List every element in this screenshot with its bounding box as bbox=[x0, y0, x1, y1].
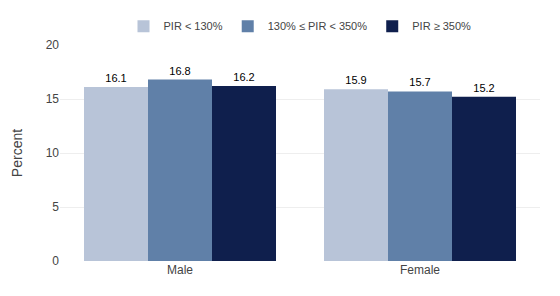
svg-text:10: 10 bbox=[46, 146, 60, 160]
svg-text:15: 15 bbox=[46, 92, 60, 106]
svg-text:16.2: 16.2 bbox=[233, 71, 254, 83]
svg-text:Male: Male bbox=[167, 263, 193, 277]
svg-text:15.9: 15.9 bbox=[345, 74, 366, 86]
svg-text:PIR ≥ 350%: PIR ≥ 350% bbox=[412, 20, 471, 32]
svg-text:15.7: 15.7 bbox=[409, 76, 430, 88]
svg-text:20: 20 bbox=[46, 38, 60, 52]
svg-text:PIR < 130%: PIR < 130% bbox=[164, 20, 223, 32]
svg-text:5: 5 bbox=[52, 200, 59, 214]
svg-text:130% ≤ PIR < 350%: 130% ≤ PIR < 350% bbox=[268, 20, 368, 32]
svg-text:0: 0 bbox=[52, 254, 59, 268]
svg-text:Percent: Percent bbox=[9, 129, 25, 177]
svg-text:15.2: 15.2 bbox=[473, 82, 494, 94]
svg-text:16.8: 16.8 bbox=[169, 65, 190, 77]
svg-text:16.1: 16.1 bbox=[105, 72, 126, 84]
svg-text:Female: Female bbox=[400, 263, 440, 277]
